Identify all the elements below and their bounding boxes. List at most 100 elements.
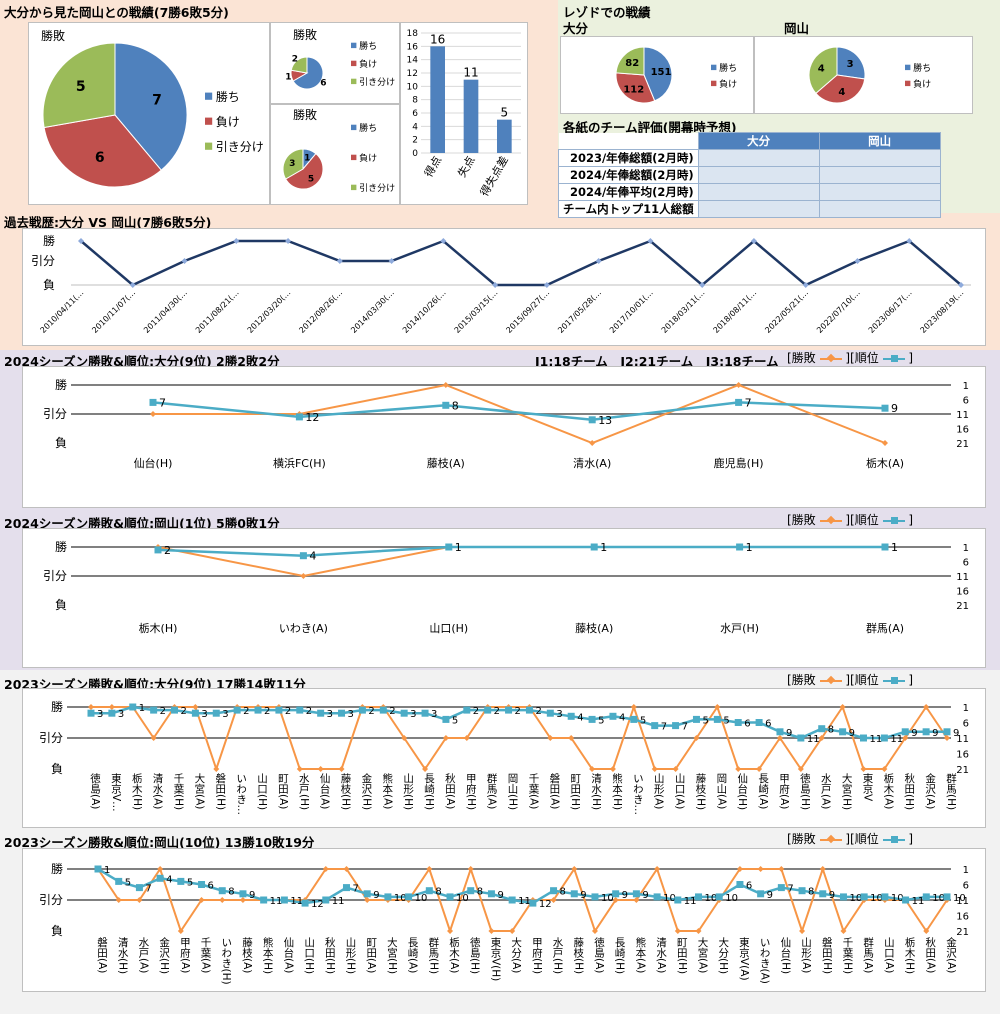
history-point <box>802 282 809 288</box>
eval-row-label: 2024/年俸平均(2月時) <box>558 183 699 201</box>
result-point <box>776 735 783 741</box>
history-line <box>80 239 962 287</box>
result-point <box>839 704 846 710</box>
rank-point <box>171 706 179 714</box>
history-point <box>647 238 654 244</box>
x-category-label: 失点 <box>455 154 477 180</box>
history-point <box>958 282 964 288</box>
y-result-label: 勝 <box>55 377 67 392</box>
x-category-label: 群馬(H) <box>945 772 957 810</box>
legend-rank-line-icon <box>882 516 905 524</box>
legend-rank-label: ][順位 <box>845 673 879 687</box>
eval-cell <box>697 200 820 218</box>
x-category-label: 水戸(H) <box>720 622 759 635</box>
rank-point <box>881 543 889 551</box>
x-category-label: 栃木(A) <box>866 456 904 470</box>
rank-data-label: 10 <box>456 893 469 904</box>
pie-title: 勝敗 <box>293 107 317 122</box>
pie-slice <box>282 148 304 180</box>
result-point <box>736 866 743 872</box>
x-category-label: 藤枝(H) <box>572 937 584 974</box>
x-category-label: 金沢(H) <box>158 936 170 974</box>
x-category-label: 磐田(A) <box>548 772 560 809</box>
legend-rank-square-icon <box>890 354 898 362</box>
pie-data-label: 1 <box>304 153 310 163</box>
rank-data-label: 1 <box>891 541 898 554</box>
legend-label: 負け <box>719 78 737 90</box>
result-point <box>300 573 307 579</box>
y-tick-label: 16 <box>407 42 419 52</box>
history-point <box>336 258 343 264</box>
x-category-label: 大宮(A) <box>697 936 709 973</box>
x-category-label: 熊本(A) <box>634 936 646 973</box>
x-category-label: 千葉(A) <box>200 937 212 973</box>
x-category-label: 岡山(A) <box>715 773 727 809</box>
rank-point <box>588 715 596 723</box>
y-tick-label: 4 <box>412 122 418 132</box>
eval-cell <box>697 149 820 167</box>
s2024-oita-title: 2024シーズン勝敗&順位:大分(9位) 2勝2敗2分 <box>4 354 280 369</box>
y-rank-tick: 16 <box>956 425 969 436</box>
rank-point <box>322 896 330 904</box>
legend-label: 引き分け <box>359 183 395 194</box>
x-category-label: 甲府(H) <box>531 937 543 974</box>
eval-cell <box>818 149 941 167</box>
rank-point <box>212 709 220 717</box>
y-tick-label: 12 <box>407 69 418 79</box>
result-line <box>157 546 885 578</box>
y-tick-label: 18 <box>407 29 419 39</box>
result-point <box>860 766 867 772</box>
result-point <box>401 735 408 741</box>
y-rank-tick: 16 <box>956 750 969 761</box>
rank-point <box>692 715 700 723</box>
result-point <box>654 866 661 872</box>
rank-data-label: 9 <box>373 890 379 901</box>
legend-swatch <box>905 80 911 87</box>
legend-result-label: [勝敗 <box>787 832 816 846</box>
x-category-label: 大宮(H) <box>386 936 398 974</box>
result-point <box>88 704 94 710</box>
result-point <box>591 928 598 934</box>
s2024-oita-legend: [勝敗 ][順位 ] <box>787 349 913 366</box>
legend-rank-square-icon <box>890 676 898 684</box>
legend-label: 負け <box>359 58 377 70</box>
legend-rank-line-icon <box>882 354 905 362</box>
rank-data-label: 11 <box>270 896 283 907</box>
rank-point <box>674 896 682 904</box>
legend-swatch <box>351 42 357 49</box>
rank-data-label: 9 <box>891 402 898 415</box>
s2024-okayama-legend: [勝敗 ][順位 ] <box>787 511 913 528</box>
y-rank-tick: 1 <box>963 381 969 392</box>
x-category-label: 水戸(A) <box>137 937 149 973</box>
rank-point <box>819 890 827 898</box>
result-point <box>509 928 516 934</box>
result-point <box>364 897 371 903</box>
y-rank-tick: 6 <box>963 881 969 892</box>
rank-data-label: 13 <box>598 414 612 427</box>
h2h-away-pie-box: 1 5 3 勝ち 負け 引き分け 勝敗 <box>270 104 400 205</box>
legend-label: 勝ち <box>359 122 377 134</box>
y-result-label: 引分 <box>43 407 67 421</box>
pie-slice <box>43 114 162 188</box>
y-rank-tick: 6 <box>963 558 969 569</box>
rank-point <box>425 887 433 895</box>
rank-point <box>713 715 721 723</box>
rank-data-label: 10 <box>705 893 718 904</box>
rank-data-label: 3 <box>431 709 437 720</box>
rank-point <box>632 890 640 898</box>
result-point <box>840 928 847 934</box>
rank-point <box>358 706 366 714</box>
result-point <box>735 766 742 772</box>
rank-data-label: 5 <box>125 877 131 888</box>
rank-data-label: 9 <box>932 728 938 739</box>
legend-close-label: ] <box>908 832 914 846</box>
x-category-label: 山形(A) <box>800 937 812 973</box>
legend-result-line-icon <box>819 353 842 362</box>
rank-point <box>567 712 575 720</box>
x-category-label: 秋田(H) <box>903 772 915 810</box>
rank-point <box>342 884 350 892</box>
x-category-label: 山口(A) <box>883 937 895 973</box>
x-category-label: 山口(H) <box>303 937 315 974</box>
x-category-label: 長崎(H) <box>614 937 626 974</box>
legend-result-diamond-icon <box>826 834 835 843</box>
